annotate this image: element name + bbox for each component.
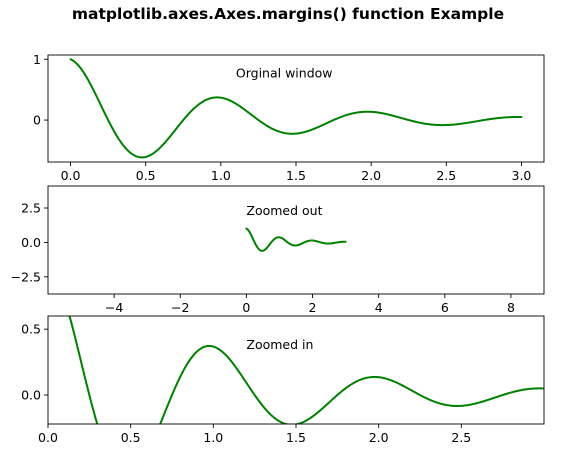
y-tick-label: 0.5: [21, 322, 41, 337]
x-tick-label: 0.0: [38, 430, 58, 445]
axes-zoomed-in: 0.0 0.5 1.0 1.5 2.0 2.5 0.0 0.5 Zoomed in: [21, 315, 545, 445]
x-tick-label: 0.0: [61, 168, 81, 183]
x-tick-label: −2: [171, 300, 189, 315]
series-line: [68, 316, 544, 424]
x-tick-label: 1.0: [211, 168, 231, 183]
figure-title: matplotlib.axes.Axes.margins() function …: [72, 5, 504, 23]
x-tick-label: 6: [441, 300, 449, 315]
x-tick-label: 2: [309, 300, 317, 315]
x-tick-label: 2.5: [436, 168, 456, 183]
y-tick-label: 0.0: [21, 388, 41, 403]
y-tick-label: 2.5: [21, 201, 41, 216]
series-line: [245, 227, 347, 252]
annotation-text: Zoomed out: [246, 203, 322, 218]
x-tick-label: −4: [105, 300, 123, 315]
x-tick-label: 0.5: [136, 168, 156, 183]
annotation-text: Zoomed in: [246, 337, 313, 352]
x-tick-label: 0: [242, 300, 250, 315]
x-tick-label: 2.5: [451, 430, 471, 445]
x-tick-label: 8: [507, 300, 515, 315]
x-tick-label: 1.5: [286, 168, 306, 183]
x-tick-label: 2.0: [361, 168, 381, 183]
annotation-text: Orginal window: [236, 65, 333, 80]
y-tick-label: 1: [33, 52, 41, 67]
x-tick-label: 3.0: [512, 168, 532, 183]
y-tick-label: 0: [33, 113, 41, 128]
y-tick-label: −2.5: [11, 269, 41, 284]
y-tick-label: 0.0: [21, 235, 41, 250]
x-tick-label: 1.0: [203, 430, 223, 445]
x-tick-label: 2.0: [369, 430, 389, 445]
x-tick-label: 0.5: [121, 430, 141, 445]
x-tick-label: 1.5: [286, 430, 306, 445]
series-line: [69, 58, 523, 159]
axes-original-window: 0.0 0.5 1.0 1.5 2.0 2.5 3.0 0 1 Orginal window: [33, 52, 545, 183]
axes-frame: [47, 315, 545, 425]
axes-zoomed-out: −4 −2 0 2 4 6 8 −2.5 0.0 2.5 Zoomed out: [11, 185, 545, 315]
axes-frame: [47, 185, 545, 295]
x-tick-label: 4: [375, 300, 383, 315]
